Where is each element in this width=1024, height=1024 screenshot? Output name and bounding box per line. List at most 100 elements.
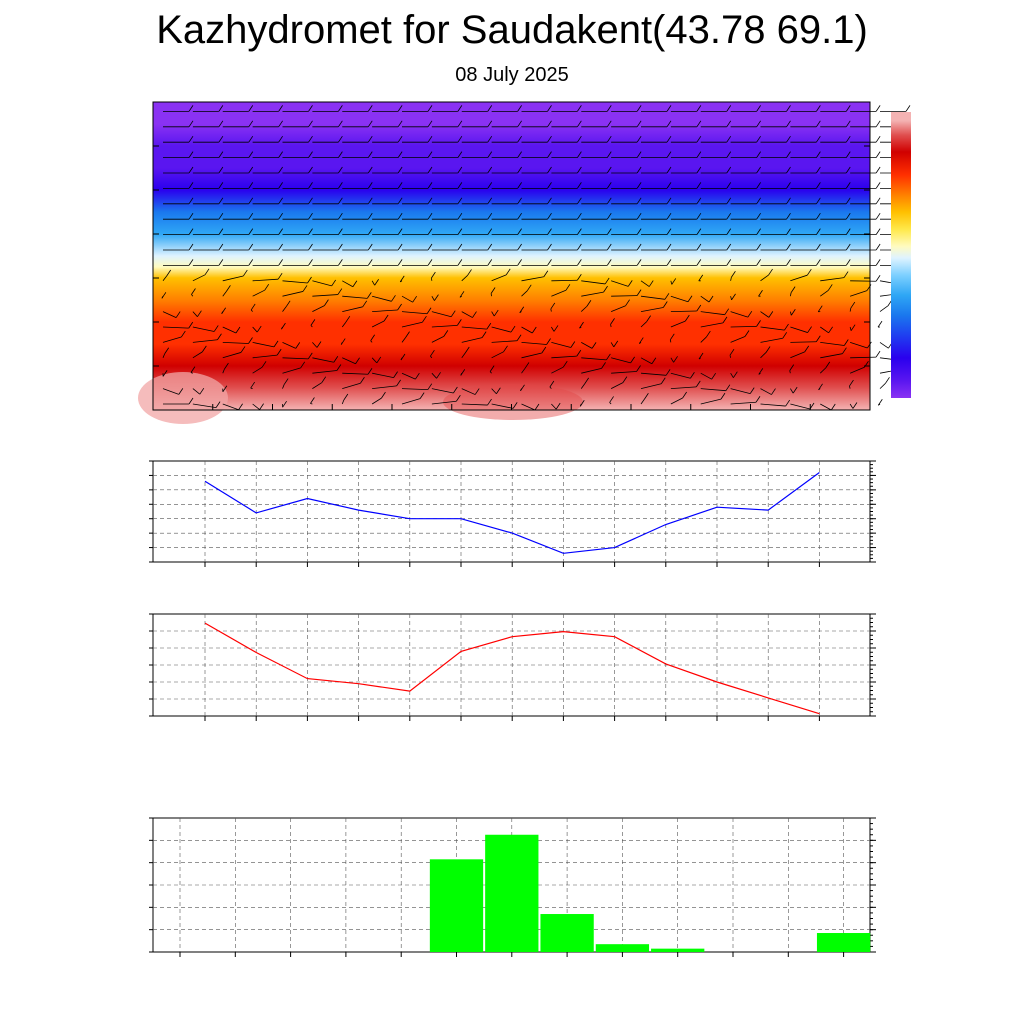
wind-barb-flag [606,151,612,158]
wind-barb-flag [636,365,641,372]
wind-barb-flag [487,398,492,406]
wind-barb-flag [875,105,881,112]
wind-barb-flag [457,212,463,220]
wind-barb [700,336,707,343]
wind-barb-flag [526,284,532,292]
wind-barb-flag [875,197,881,205]
wind-barb [640,321,647,328]
wind-barb [372,309,398,312]
wind-barb-flag [749,387,755,394]
wind-barb-flag [553,325,559,332]
wind-barb-flag [816,243,821,251]
wind-barb [551,403,557,410]
wind-barb-flag [541,346,547,354]
wind-barb-flag [636,197,642,205]
wind-barb-flag [338,151,343,158]
wind-barb-flag [273,340,279,348]
wind-barb-flag [843,271,849,278]
wind-barb-flag [278,166,283,174]
pmsl-chart [149,460,876,567]
wind-barb-flag [340,338,346,345]
wind-barb-flag [706,330,711,338]
wind-barb [192,326,215,332]
wind-barb [700,322,724,328]
wind-barb-flag [696,120,702,128]
wind-barb-flag [427,197,433,205]
wind-barb-flag [517,212,522,220]
wind-barb-flag [218,105,224,112]
wind-barb [521,326,533,334]
wind-barb-flag [248,228,254,235]
wind-barb-flag [487,212,493,220]
wind-barb-flag [400,353,406,361]
wind-barb-flag [877,320,883,328]
wind-barb [252,289,265,297]
wind-barb-flag [188,151,194,158]
wind-barb-flag [224,362,229,370]
wind-barb-flag [218,166,224,174]
wind-barb-flag [666,120,672,128]
wind-barb [282,291,304,297]
wind-barb-flag [308,197,313,205]
wind-barb-flag [427,151,433,158]
wind-barb-flag [850,301,856,309]
wind-barb-flag [367,197,373,205]
wind-barb-flag [278,105,283,112]
wind-barb-flag [816,166,821,174]
wind-barb-flag [726,212,732,220]
chart-subtitle: 08 July 2025 [455,64,569,86]
wind-barb [282,357,309,360]
wind-barb-flag [222,385,228,392]
wind-barb-flag [213,325,219,332]
wind-barb-flag [726,166,732,174]
wind-barb-flag [666,166,672,174]
wind-barb-flag [562,360,568,368]
wind-barb-flag [720,392,726,400]
wind-barb [789,311,792,316]
wind-barb-flag [843,339,849,346]
wind-barb-flag [238,403,243,410]
wind-barb-flag [316,341,322,348]
wind-barb-flag [724,308,730,315]
wind-barb-flag [696,105,702,112]
wind-barb-flag [579,400,585,407]
wind-barb-flag [240,346,246,353]
wind-barb-flag [520,384,525,392]
wind-barb [850,356,877,359]
wind-barb-flag [308,151,313,158]
wind-barb [790,326,808,333]
wind-barb-flag [726,105,732,112]
wind-barb [250,309,253,312]
wind-barb-flag [636,228,642,235]
wind-barb-flag [603,285,608,293]
wind-barb-flag [638,337,644,344]
wind-barb [551,342,571,348]
wind-barb-flag [666,212,672,220]
wind-barb [252,278,279,282]
wind-barb [730,336,746,343]
wind-barb-flag [338,228,343,235]
wind-barb [611,371,637,374]
wind-barb-flag [666,243,672,251]
wind-barb [371,320,385,328]
precip-bar [651,948,705,952]
wind-barb [730,325,757,328]
wind-barb-flag [690,372,695,379]
wind-barb-flag [278,151,283,158]
wind-barb-flag [696,212,702,220]
wind-barb-flag [487,197,493,205]
wind-barb-flag [577,243,582,251]
wind-barb-flag [606,166,612,174]
wind-barb-flag [577,166,582,174]
wind-barb-flag [460,369,466,376]
wind-barb [430,278,433,281]
wind-barb-flag [397,303,402,311]
wind-barb-flag [830,403,836,411]
wind-barb-flag [666,151,672,158]
wind-barb-flag [786,228,791,235]
wind-barb-flag [397,151,403,158]
wind-barb-flag [696,182,702,189]
wind-barb [849,403,854,409]
wind-barb-flag [636,212,642,220]
wind-barb-flag [517,151,522,158]
